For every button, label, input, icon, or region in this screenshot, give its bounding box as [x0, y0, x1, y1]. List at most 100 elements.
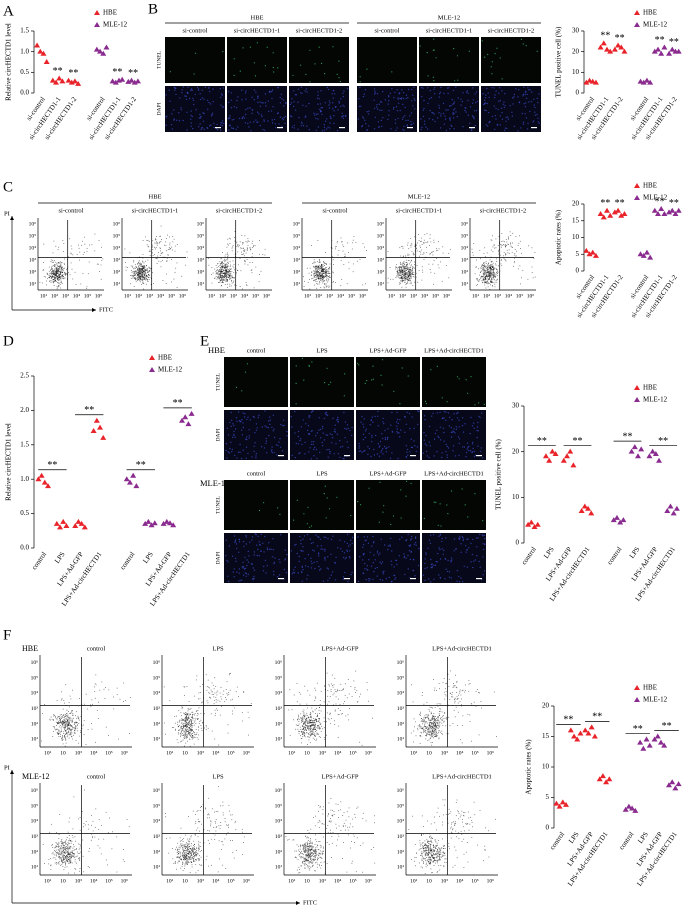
cell [484, 97, 487, 99]
cell [477, 445, 479, 447]
event [72, 714, 74, 716]
event [340, 237, 342, 239]
cell [393, 574, 395, 576]
event [319, 273, 320, 275]
event [73, 724, 75, 725]
cell [466, 549, 468, 551]
event [313, 279, 315, 281]
event [366, 250, 367, 251]
cell [263, 502, 265, 504]
micrograph [419, 86, 479, 132]
event [231, 271, 233, 273]
event [73, 732, 75, 734]
cell [413, 86, 415, 88]
cell [268, 548, 271, 550]
cell [324, 102, 327, 104]
cell [328, 104, 330, 106]
event [404, 270, 405, 272]
event [489, 278, 490, 280]
cell [459, 537, 461, 539]
event [76, 727, 78, 729]
event [420, 237, 422, 239]
event [141, 272, 143, 274]
event [490, 280, 491, 282]
cell [368, 110, 370, 113]
event [400, 280, 402, 282]
event [477, 284, 478, 285]
event [139, 277, 141, 279]
row-label: DAPI [215, 428, 221, 441]
cell [450, 490, 453, 492]
cell [467, 516, 469, 518]
cell [482, 556, 484, 558]
data-point [600, 214, 607, 220]
event [138, 269, 140, 271]
cell [350, 573, 352, 576]
cell [248, 555, 250, 557]
event [133, 260, 135, 262]
cell [291, 572, 294, 575]
event [138, 277, 140, 278]
event [62, 272, 63, 273]
event [148, 246, 150, 248]
event [82, 240, 83, 242]
event [486, 275, 487, 276]
data-point [53, 79, 60, 85]
event [42, 282, 43, 284]
event [55, 261, 57, 263]
event [490, 284, 491, 286]
event [401, 267, 403, 269]
event [216, 278, 218, 280]
cell [207, 108, 209, 111]
event [315, 275, 317, 277]
event [487, 276, 489, 278]
event [343, 246, 345, 247]
data-point [185, 421, 192, 427]
event [315, 265, 316, 267]
cell [321, 130, 324, 132]
event [149, 267, 150, 269]
event [503, 255, 504, 257]
cell [298, 555, 300, 558]
event [57, 267, 59, 269]
event [484, 274, 485, 276]
cell [499, 124, 501, 126]
cell [381, 561, 384, 563]
event [490, 273, 491, 275]
event [401, 269, 403, 271]
event [142, 268, 144, 270]
event [337, 241, 338, 242]
cell [281, 450, 284, 452]
cell [359, 450, 362, 452]
event [331, 256, 333, 257]
data-point [81, 524, 88, 530]
cell [377, 108, 379, 110]
cell [460, 543, 462, 545]
x-tick-label: 10² [399, 293, 407, 299]
event [407, 253, 409, 255]
event [317, 275, 318, 276]
cell [238, 538, 240, 541]
cell [328, 88, 330, 91]
cell [244, 413, 246, 415]
cell [448, 576, 451, 578]
event [411, 272, 413, 274]
event [55, 271, 56, 273]
event [485, 277, 487, 279]
event [520, 283, 521, 285]
cell [379, 440, 382, 443]
event [186, 251, 188, 253]
event [399, 268, 400, 269]
event [58, 729, 60, 731]
event [250, 270, 252, 271]
event [481, 267, 482, 269]
event [401, 264, 403, 265]
cell [305, 88, 308, 90]
cell [264, 535, 266, 538]
event [58, 268, 60, 270]
event [63, 714, 65, 716]
event [59, 730, 61, 732]
event [398, 277, 400, 279]
event [231, 247, 233, 249]
event [84, 243, 86, 245]
